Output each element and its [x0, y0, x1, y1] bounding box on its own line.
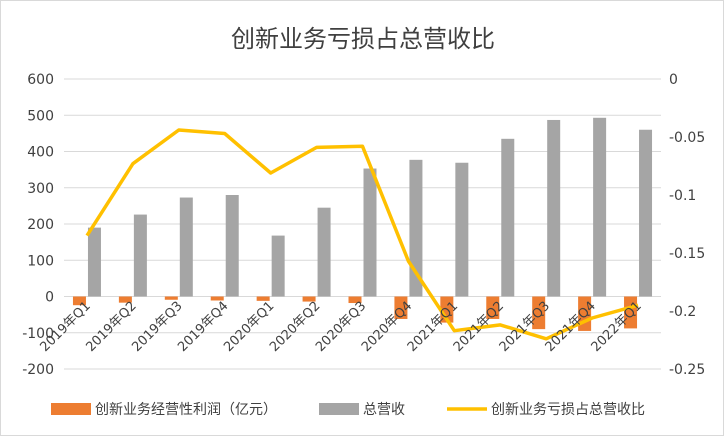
ratio-line-path — [85, 128, 639, 341]
profit-bar — [532, 296, 546, 330]
profit-bar — [118, 296, 132, 303]
legend-swatch — [319, 403, 359, 415]
profit-bar — [72, 296, 86, 306]
right-tick-label: -0.2 — [669, 304, 696, 320]
left-tick-label: -200 — [22, 362, 54, 378]
left-tick-label: 600 — [27, 72, 54, 88]
right-tick-label: -0.1 — [669, 188, 696, 204]
revenue-bar — [501, 138, 515, 297]
revenue-bar — [179, 197, 193, 297]
revenue-bar — [409, 159, 423, 297]
revenue-bar — [547, 119, 561, 297]
right-tick-label: -0.15 — [669, 246, 705, 262]
right-tick-label: -0.25 — [669, 362, 705, 378]
left-tick-label: 0 — [45, 290, 54, 306]
revenue-bar — [225, 195, 239, 297]
legend-label: 总营收 — [363, 402, 405, 418]
profit-bar — [394, 296, 408, 319]
left-tick-label: -100 — [22, 326, 54, 342]
right-tick-label: 0 — [669, 72, 678, 88]
left-tick-label: 300 — [27, 181, 54, 197]
left-tick-label: 100 — [27, 253, 54, 269]
profit-bar — [164, 296, 178, 300]
left-axis: -200 -100 0 100 200 300 400 500 600 — [22, 72, 54, 378]
category-axis: 2019年Q12019年Q22019年Q32019年Q42020年Q12020年… — [38, 299, 645, 355]
gridlines — [64, 78, 661, 370]
right-axis: 0 -0.05 -0.1 -0.15 -0.2 -0.25 — [669, 72, 705, 378]
revenue-bar — [455, 162, 469, 297]
profit-bar — [624, 296, 638, 329]
right-tick-label: -0.05 — [669, 130, 705, 146]
legend-label: 创新业务亏损占总营收比 — [491, 402, 645, 418]
profit-bar — [256, 296, 270, 301]
left-tick-label: 500 — [27, 108, 54, 124]
legend: 创新业务经营性利润（亿元） 总营收 创新业务亏损占总营收比 — [51, 402, 645, 418]
revenue-bar — [271, 235, 285, 297]
revenue-bar — [133, 214, 147, 297]
profit-bar — [210, 296, 224, 301]
revenue-bar — [639, 129, 653, 297]
revenue-bar — [363, 168, 377, 297]
profit-bar — [302, 296, 316, 302]
profit-bar — [348, 296, 362, 304]
legend-swatch — [51, 403, 91, 415]
bars — [72, 117, 653, 331]
revenue-bar — [87, 227, 101, 297]
profit-bar — [486, 296, 500, 319]
left-tick-label: 200 — [27, 217, 54, 233]
left-tick-label: 400 — [27, 145, 54, 161]
legend-label: 创新业务经营性利润（亿元） — [95, 402, 277, 418]
revenue-bar — [317, 207, 331, 297]
revenue-bar — [593, 117, 607, 297]
ratio-line — [85, 128, 639, 341]
chart-title: 创新业务亏损占总营收比 — [231, 25, 495, 53]
